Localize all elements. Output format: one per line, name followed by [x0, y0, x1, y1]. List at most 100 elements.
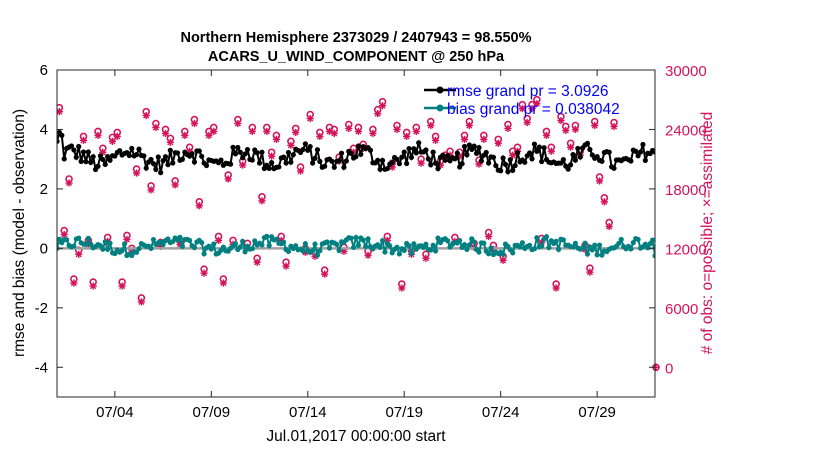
- rmse-point: [640, 141, 646, 148]
- bias-point: [259, 242, 265, 248]
- x-tick-label: 07/19: [385, 404, 423, 421]
- obs-assimilated-point: [542, 131, 551, 139]
- bias-point: [543, 234, 550, 240]
- left-y-tick-label: 4: [40, 121, 48, 138]
- rmse-point: [527, 150, 533, 156]
- rmse-point: [57, 138, 60, 144]
- rmse-point: [536, 144, 542, 150]
- legend-bias-label: bias grand pr = 0.038042: [447, 101, 620, 118]
- bias-point: [121, 241, 128, 247]
- obs-assimilated-point: [571, 125, 580, 134]
- bias-point: [360, 237, 366, 243]
- obs-assimilated-point: [123, 235, 131, 244]
- right-y-axis-label: # of obs: o=possible; ×=assimilated: [699, 112, 716, 355]
- obs-assimilated-point: [214, 236, 223, 245]
- rmse-point: [587, 146, 593, 153]
- rmse-point: [486, 160, 492, 166]
- legend-bias-marker: [436, 104, 444, 112]
- bias-point: [365, 236, 371, 242]
- rmse-point: [406, 145, 412, 152]
- obs-assimilated-point: [533, 100, 541, 108]
- rmse-point: [237, 149, 243, 155]
- bias-point: [618, 236, 624, 243]
- bias-point: [85, 235, 91, 241]
- bias-point: [560, 237, 566, 243]
- bias-point: [430, 242, 436, 248]
- obs-assimilated-point: [504, 124, 512, 133]
- rmse-point: [531, 141, 538, 147]
- obs-assimilated-point: [518, 105, 526, 113]
- bias-point: [401, 247, 407, 254]
- obs-assimilated-point: [591, 121, 599, 130]
- x-tick-label: 07/29: [578, 404, 616, 421]
- rmse-point: [348, 150, 354, 157]
- rmse-point: [430, 149, 436, 155]
- bias-point: [314, 252, 321, 258]
- bias-point: [240, 238, 246, 244]
- bias-point: [300, 248, 306, 254]
- obs-assimilated-point: [234, 119, 242, 128]
- rmse-point: [240, 155, 246, 161]
- rmse-point: [305, 147, 311, 153]
- obs-assimilated-point: [57, 108, 64, 116]
- rmse-point: [329, 158, 335, 164]
- obs-assimilated-point: [147, 186, 155, 194]
- left-y-tick-label: -4: [35, 359, 48, 376]
- bias-point: [363, 243, 369, 250]
- obs-assimilated-point: [345, 124, 353, 133]
- obs-assimilated-point: [306, 114, 314, 123]
- rmse-point: [302, 141, 308, 147]
- rmse-series: [57, 129, 655, 176]
- bias-point: [252, 238, 258, 244]
- rmse-point: [459, 161, 465, 167]
- bias-point: [584, 251, 591, 257]
- plot-area: [57, 70, 655, 397]
- rmse-point: [179, 156, 185, 162]
- rmse-point: [353, 154, 359, 160]
- bias-point: [466, 242, 472, 248]
- left-y-tick-label: 6: [40, 62, 48, 79]
- obs-assimilated-point: [171, 181, 179, 189]
- obs-assimilated-point: [330, 129, 338, 138]
- rmse-point: [411, 146, 417, 152]
- rmse-point: [78, 158, 84, 164]
- rmse-point: [404, 160, 410, 167]
- obs-assimilated-point: [562, 126, 570, 135]
- obs-assimilated-point: [316, 132, 324, 140]
- rmse-point: [575, 145, 581, 152]
- rmse-point: [312, 155, 318, 161]
- bias-point: [652, 253, 655, 259]
- obs-assimilated-point: [79, 136, 88, 144]
- rmse-point: [606, 149, 612, 155]
- bias-point: [285, 248, 292, 255]
- rmse-point: [599, 158, 605, 164]
- obs-assimilated-point: [412, 127, 420, 136]
- rmse-point: [307, 143, 313, 150]
- bias-point: [201, 251, 207, 257]
- bias-point: [580, 245, 586, 251]
- bias-point: [406, 243, 412, 249]
- rmse-point: [483, 149, 489, 156]
- obs-assimilated-point: [600, 198, 608, 206]
- rmse-point: [338, 150, 345, 156]
- rmse-point: [59, 132, 65, 138]
- rmse-point: [560, 156, 566, 163]
- rmse-point: [170, 160, 176, 166]
- right-y-tick-label: 18000: [665, 182, 707, 199]
- right-y-tick-label: 0: [665, 360, 673, 377]
- rmse-point: [514, 150, 521, 156]
- obs-assimilated-point: [528, 105, 536, 113]
- bias-point: [394, 244, 400, 250]
- bias-point: [649, 237, 655, 243]
- obs-assimilated-point: [89, 282, 97, 290]
- right-y-axis: 30000 24000 18000 12000 6000 0: [649, 63, 707, 377]
- bias-point: [208, 246, 214, 252]
- obs-assimilated-point: [142, 111, 150, 120]
- rmse-point: [266, 165, 272, 172]
- rmse-point: [322, 163, 328, 169]
- rmse-point: [254, 150, 260, 156]
- rmse-point: [129, 145, 135, 152]
- rmse-point: [162, 154, 169, 160]
- bias-point: [635, 236, 641, 243]
